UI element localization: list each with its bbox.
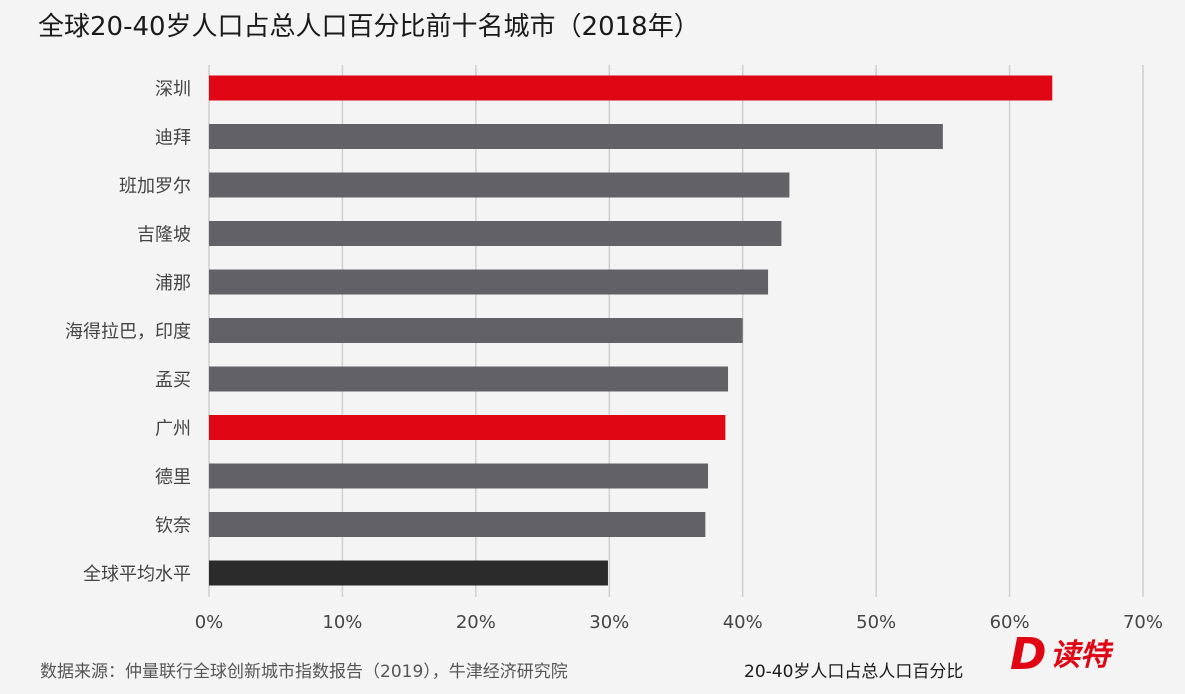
x-tick-labels: 0% 10% 20% 30% 40% 50% 60% 70% [195,612,1163,633]
bar [209,221,782,246]
x-tick-label: 0% [195,612,224,633]
x-tick-label: 50% [856,612,896,633]
bar [209,124,943,149]
x-tick-label: 30% [589,612,629,633]
logo-d-mark: D [1010,629,1047,680]
data-source: 数据来源：仲量联行全球创新城市指数报告（2019），牛津经济研究院 [40,662,568,682]
logo-text: 读特 [1050,638,1110,673]
x-tick-label: 40% [723,612,763,633]
bars [209,75,1053,586]
bar [209,415,726,440]
chart-title: 全球20-40岁人口占总人口百分比前十名城市（2018年） [38,12,700,42]
bar [209,560,608,586]
category-label: 迪拜 [155,128,191,149]
category-label: 海得拉巴，印度 [65,322,191,343]
bar [209,172,790,198]
bar [209,366,729,392]
category-label: 孟买 [155,370,191,391]
bar [209,75,1053,101]
x-tick-label: 70% [1123,612,1163,633]
x-tick-label: 10% [322,612,362,633]
bar [209,463,709,489]
category-label: 深圳 [155,79,191,100]
x-tick-label: 60% [990,612,1030,633]
category-label: 浦那 [155,273,191,294]
bar [209,269,769,295]
dute-logo: D 读特 [1010,630,1140,680]
category-label: 广州 [155,419,191,440]
category-label: 吉隆坡 [137,225,191,246]
category-label: 钦奈 [155,516,191,537]
bar [209,318,743,343]
category-label: 班加罗尔 [119,176,191,197]
bar [209,512,706,537]
x-axis-label: 20-40岁人口占总人口百分比 [744,662,964,682]
category-label: 全球平均水平 [83,564,191,585]
category-label: 德里 [155,467,191,488]
x-tick-label: 20% [456,612,496,633]
